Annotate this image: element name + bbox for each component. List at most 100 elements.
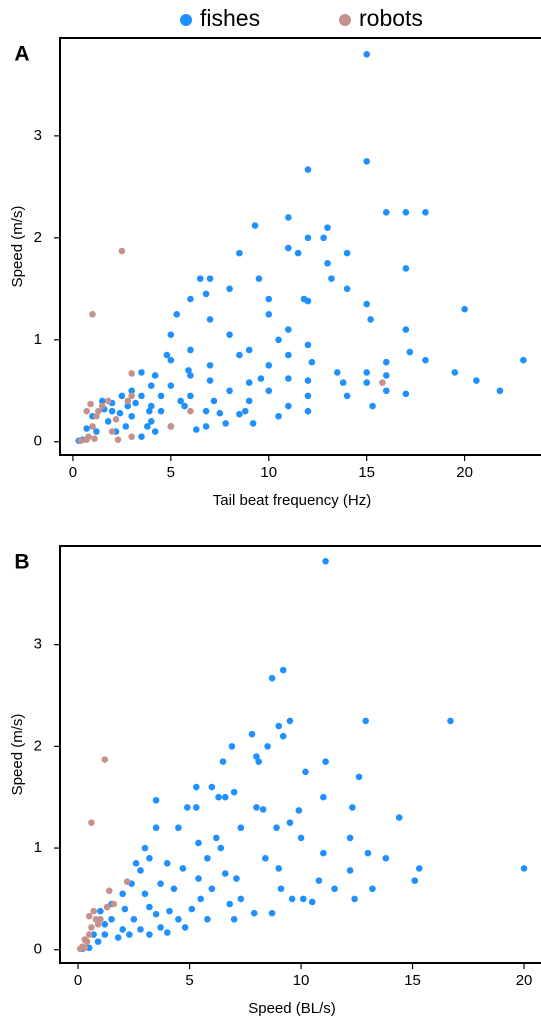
point [123, 878, 131, 885]
y-tick-label: 2 [34, 737, 42, 754]
point [275, 336, 282, 344]
point [138, 392, 145, 400]
point [217, 844, 225, 852]
point [265, 361, 273, 369]
point [128, 433, 135, 440]
point [193, 426, 200, 433]
point [520, 865, 528, 872]
axes-frame [59, 545, 541, 964]
point [99, 397, 106, 405]
point [285, 402, 292, 410]
point [88, 924, 95, 931]
point [81, 944, 89, 952]
point [219, 758, 227, 765]
point [451, 369, 459, 376]
point [237, 824, 245, 832]
point [304, 377, 312, 384]
point [77, 437, 85, 445]
point [163, 351, 171, 359]
point [147, 402, 155, 410]
point [285, 214, 292, 221]
point [279, 666, 287, 674]
y-tick-label: 3 [34, 127, 42, 144]
point [253, 753, 260, 760]
y-tick-label: 0 [34, 433, 42, 450]
point [245, 346, 253, 354]
point [237, 895, 245, 903]
point [163, 860, 171, 867]
point [241, 407, 249, 415]
point [157, 407, 165, 415]
point [179, 865, 187, 872]
point [295, 807, 303, 814]
x-tick-label: 20 [516, 972, 533, 989]
point [304, 297, 312, 305]
point [195, 839, 202, 847]
point [334, 369, 341, 376]
point [137, 926, 144, 933]
point [147, 418, 155, 425]
point [395, 814, 403, 821]
point [101, 921, 109, 928]
legend-marker [339, 14, 351, 26]
point [265, 311, 273, 318]
point [369, 402, 376, 410]
point [192, 783, 200, 791]
point [343, 392, 351, 400]
point [324, 224, 331, 231]
point [104, 418, 112, 425]
point [339, 379, 347, 386]
point [91, 435, 98, 442]
point [147, 382, 155, 389]
point [146, 903, 153, 911]
point [245, 397, 253, 405]
point [138, 369, 145, 376]
point [245, 379, 253, 386]
point [402, 265, 410, 272]
point [382, 358, 390, 366]
point [248, 730, 256, 738]
point [265, 295, 273, 303]
y-axis-label: Speed (m/s) [9, 714, 26, 796]
point [262, 854, 269, 862]
point [222, 420, 229, 427]
point [202, 290, 210, 298]
point [363, 300, 370, 308]
point [362, 717, 370, 725]
point [173, 311, 181, 318]
x-tick-label: 10 [260, 464, 277, 481]
point [114, 436, 122, 444]
point [124, 402, 132, 410]
point [83, 407, 90, 415]
point [349, 804, 356, 811]
point [181, 924, 189, 931]
point [236, 249, 243, 257]
point [226, 331, 233, 338]
point [304, 166, 312, 173]
point [177, 397, 184, 405]
point [273, 824, 280, 832]
point [461, 305, 468, 313]
point [90, 907, 97, 915]
axes-frame [59, 37, 541, 456]
point [228, 743, 236, 750]
point [110, 900, 118, 908]
point [208, 783, 216, 791]
point [83, 425, 90, 432]
point [304, 407, 312, 415]
point [83, 938, 91, 945]
point [187, 407, 194, 415]
point [185, 367, 192, 374]
point [346, 867, 354, 874]
point [422, 356, 429, 364]
point [324, 260, 331, 267]
point [268, 909, 276, 917]
point [85, 931, 93, 938]
point [364, 849, 372, 857]
point [249, 420, 257, 427]
x-tick-label: 5 [185, 972, 193, 989]
point [146, 931, 153, 938]
point [210, 397, 218, 405]
point [184, 804, 191, 811]
point [112, 416, 120, 423]
